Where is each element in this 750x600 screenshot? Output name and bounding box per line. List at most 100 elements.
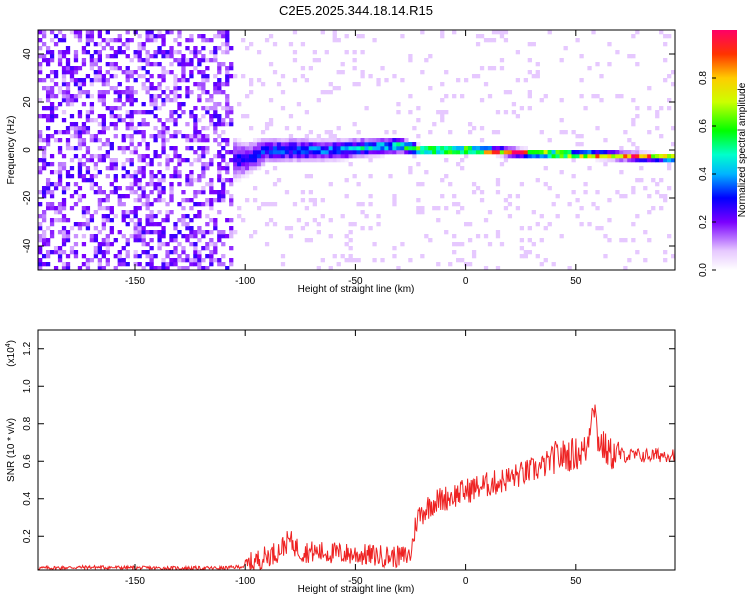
spectrogram-cell [539, 98, 544, 103]
spectrogram-cell [531, 242, 536, 247]
spectrogram-cell [193, 118, 198, 123]
spectrogram-cell [97, 262, 102, 267]
spectrogram-cell [117, 38, 122, 43]
spectrogram-cell [133, 150, 138, 155]
colorbar-ticks: 0.00.20.40.60.8 [698, 71, 716, 277]
spectrogram-cell [209, 182, 214, 187]
spectrogram-cell [137, 234, 142, 239]
spectrogram-cell [467, 262, 473, 267]
spectrogram-cell [655, 114, 660, 119]
spectrogram-cell [663, 78, 668, 83]
spectrogram-cell [655, 158, 660, 163]
spectrogram-cell [109, 146, 114, 151]
spectrogram-cell [105, 174, 110, 179]
spectrogram-cell [563, 130, 568, 135]
spectrogram-cell [237, 150, 242, 155]
spectrogram-cell [408, 166, 413, 171]
spectrogram-cell [137, 46, 142, 51]
spectrogram-cell [213, 222, 218, 227]
spectrogram-cell [125, 94, 130, 99]
spectrogram-cell [57, 246, 63, 251]
spectrogram-cell [424, 150, 429, 155]
spectrogram-cell [157, 178, 162, 183]
spectrogram-cell [631, 190, 636, 195]
spectrogram-cell [177, 34, 182, 39]
spectrogram-cell [105, 234, 110, 239]
spectrogram-cell [53, 266, 59, 270]
spectrogram-cell [388, 138, 393, 143]
spectrogram-cell [460, 242, 465, 247]
spectrogram-cell [591, 150, 596, 155]
spectrogram-cell [38, 134, 43, 139]
spectrogram-cell [308, 150, 314, 155]
spectrogram-cell [38, 238, 43, 243]
spectrogram-cell [221, 186, 226, 191]
spectrogram-cell [491, 146, 497, 151]
spectrogram-cell [153, 106, 158, 111]
spectrogram-cell [201, 150, 206, 155]
spectrogram-cell [169, 90, 174, 95]
spectrogram-cell [209, 238, 214, 243]
spectrogram-cell [101, 118, 106, 123]
spectrogram-cell [185, 258, 190, 263]
spectrogram-cell [125, 98, 130, 103]
spectrogram-cell [125, 86, 130, 91]
spectrogram-cell [141, 202, 146, 207]
spectrogram-cell [105, 238, 110, 243]
spectrogram-cell [328, 138, 333, 143]
y-tick-label: 0.8 [22, 416, 33, 430]
spectrogram-cell [260, 142, 266, 147]
spectrogram-cell [587, 166, 592, 171]
spectrogram-cell [444, 70, 449, 75]
spectrogram-cell [133, 30, 138, 35]
spectrogram-cell [320, 150, 325, 155]
spectrogram-cell [400, 146, 405, 151]
spectrogram-cell [173, 58, 178, 63]
spectrogram-cell [268, 118, 274, 123]
spectrogram-cell [400, 34, 405, 39]
spectrogram-cell [483, 82, 489, 87]
spectrogram-cell [141, 250, 146, 255]
spectrogram-cell [77, 194, 83, 199]
spectrogram-cell [65, 90, 71, 95]
spectrogram-cell [424, 170, 429, 175]
spectrogram-cell [117, 46, 122, 51]
spectrogram-cell [77, 170, 83, 175]
spectrogram-cell [495, 266, 501, 270]
snr-ticks: -150 -100 -50 0 500.20.40.60.81.01.2 [22, 330, 675, 587]
spectrogram-cell [260, 150, 266, 155]
spectrogram-cell [101, 90, 106, 95]
spectrogram-cell [225, 138, 230, 143]
spectrogram-cell [113, 254, 118, 259]
spectrogram-cell [181, 62, 186, 67]
spectrogram-cell [392, 198, 397, 203]
spectrogram-cell [420, 210, 425, 215]
spectrogram-cell [655, 126, 660, 131]
spectrogram-cell [420, 182, 425, 187]
spectrogram-cell [157, 198, 162, 203]
spectrogram-cell [93, 138, 99, 143]
spectrogram-cell [197, 138, 202, 143]
spectrogram-cell [197, 98, 202, 103]
spectrogram-cell [161, 146, 166, 151]
spectrogram-cell [249, 78, 254, 83]
spectrogram-cell [340, 142, 345, 147]
spectrogram-cell [344, 34, 349, 39]
spectrogram-cell [38, 138, 43, 143]
spectrogram-cell [487, 150, 493, 155]
spectrogram-cell [137, 222, 142, 227]
spectrogram-cell [77, 114, 83, 119]
spectrogram-cell [304, 110, 310, 115]
spectrogram-cell [217, 82, 222, 87]
spectrogram-cell [97, 154, 102, 159]
spectrogram-cell [177, 174, 182, 179]
spectrogram-cell [69, 70, 75, 75]
spectrogram-cell [77, 110, 83, 115]
spectrogram-cell [61, 226, 67, 231]
spectrogram-cell [237, 166, 242, 171]
spectrogram-cell [249, 170, 254, 175]
spectrogram-cell [563, 46, 568, 51]
spectrogram-cell [336, 126, 341, 131]
spectrogram-cell [165, 30, 170, 35]
x-tick-label: -50 [348, 576, 363, 587]
